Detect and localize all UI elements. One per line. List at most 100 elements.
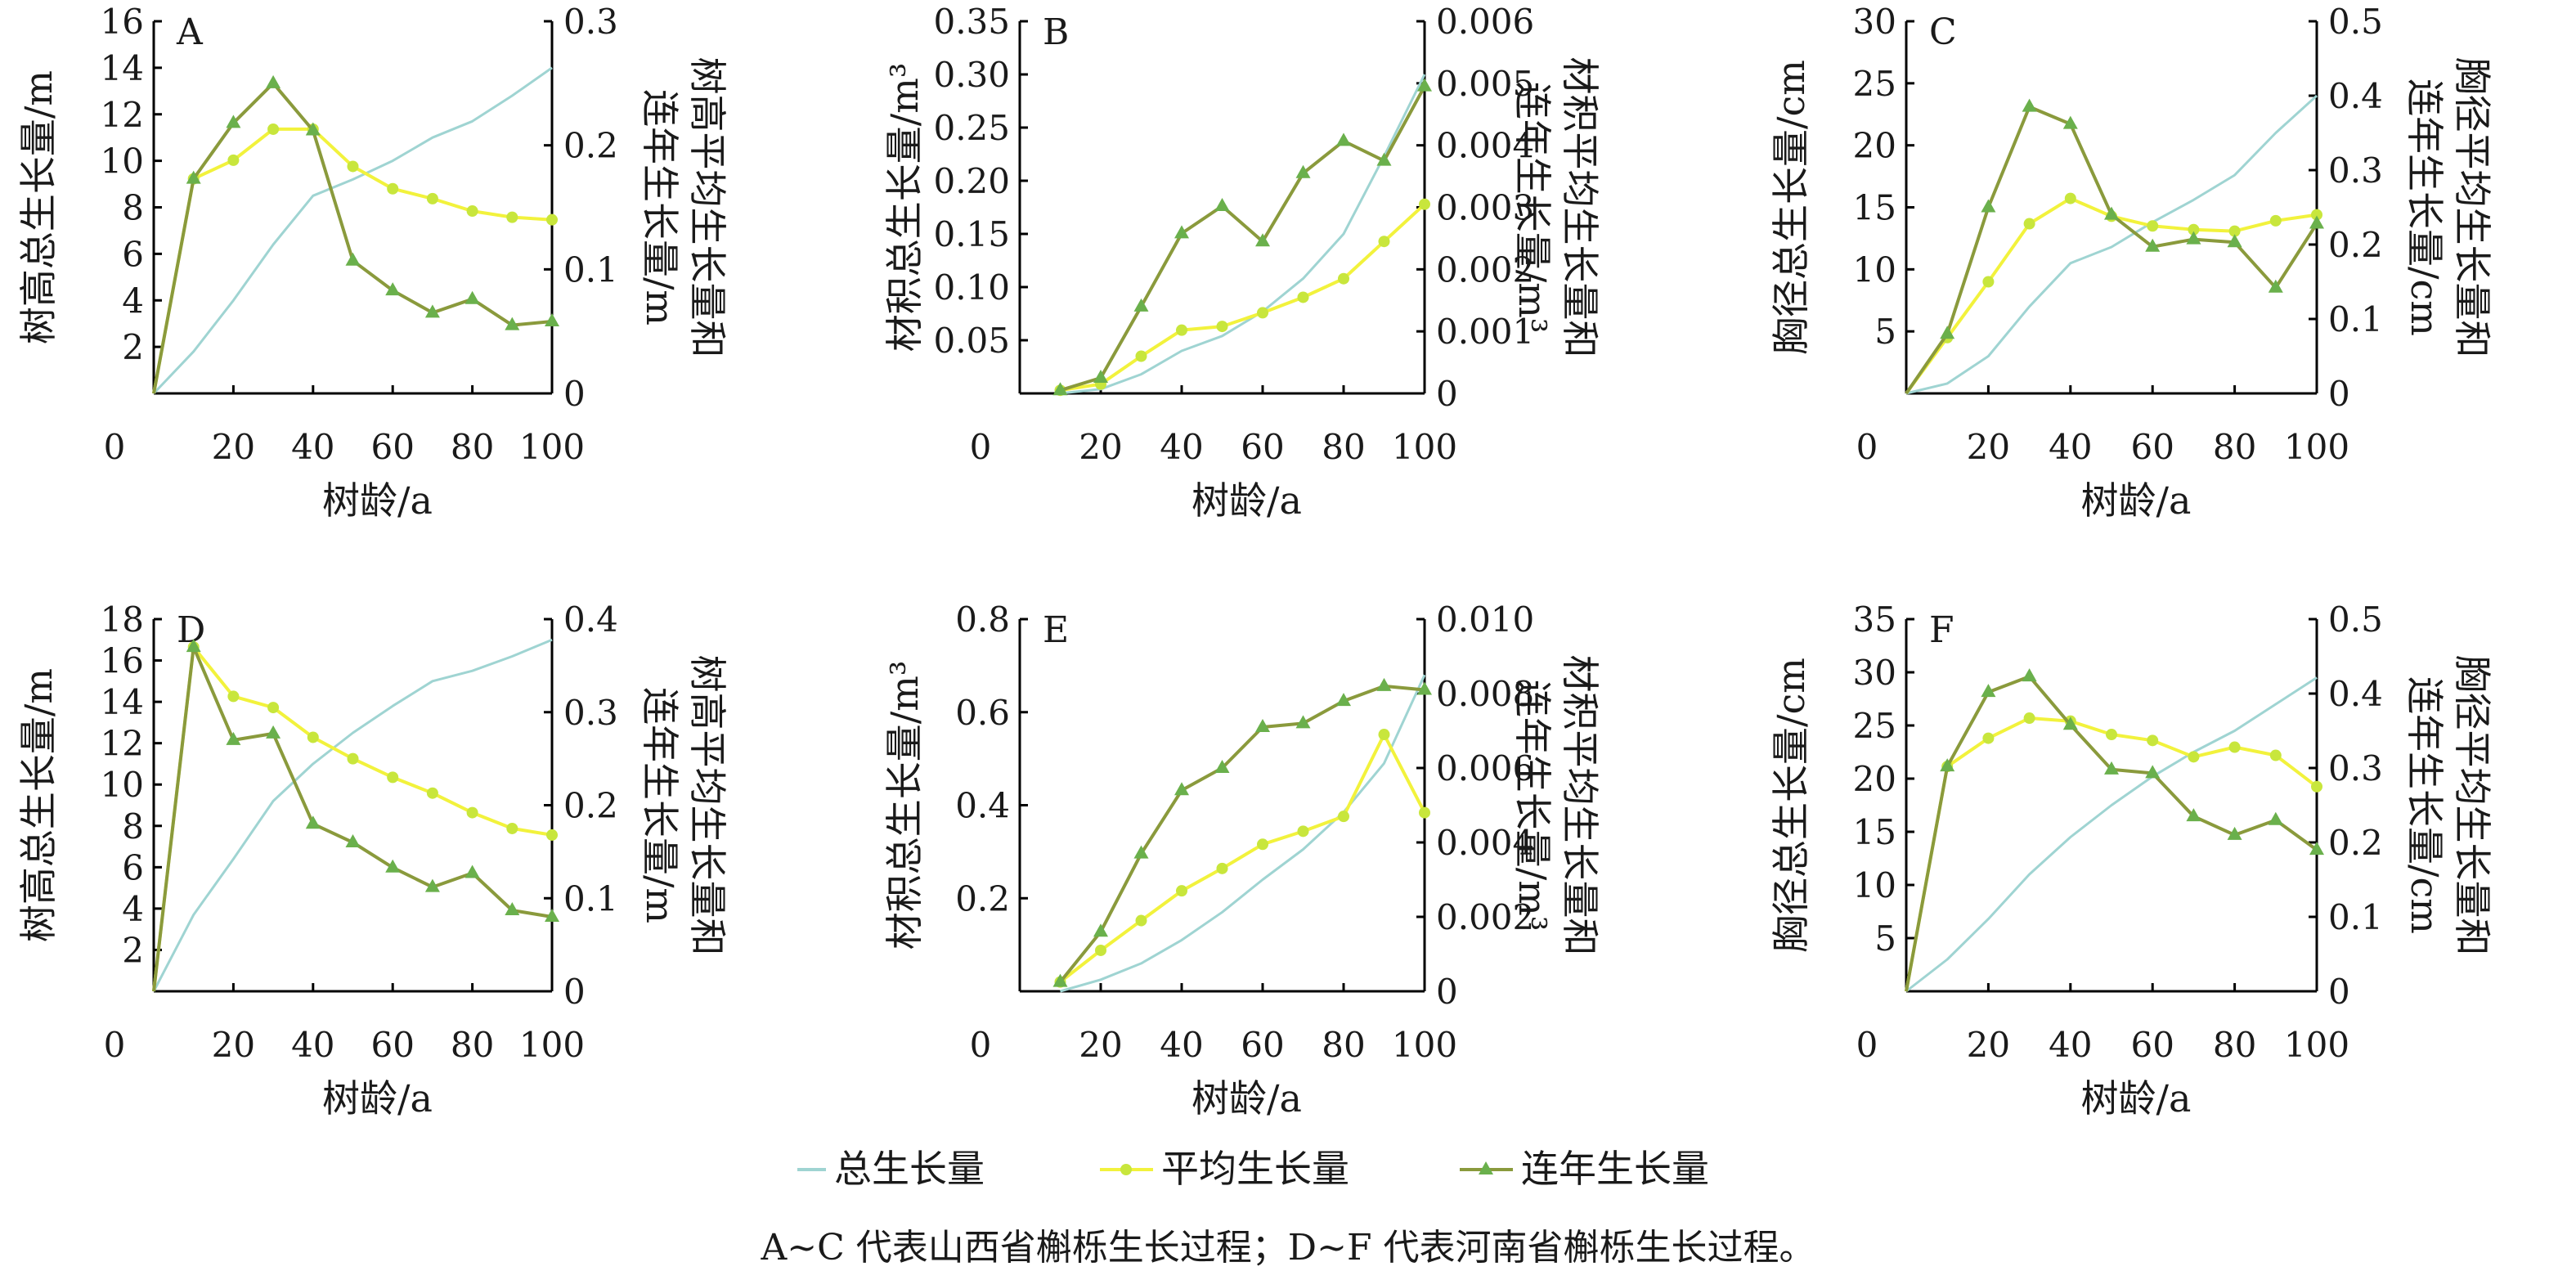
mean-point xyxy=(1419,806,1430,819)
mean-point xyxy=(1257,307,1268,319)
annual-point xyxy=(2022,668,2037,682)
mean-point xyxy=(466,205,478,218)
annual-point xyxy=(1295,715,1311,729)
annual-point xyxy=(464,290,480,304)
annual-point xyxy=(1417,78,1432,92)
annual-point xyxy=(2104,761,2119,775)
mean-point xyxy=(387,182,399,195)
annual-point xyxy=(186,170,201,184)
annual-point xyxy=(1093,370,1108,384)
annual-point xyxy=(1981,199,1996,213)
mean-point xyxy=(1982,276,1995,288)
x-tick-label: 60 xyxy=(1241,1025,1284,1065)
y-tick-label-left: 4 xyxy=(122,281,144,321)
series-total-line xyxy=(1905,94,2318,395)
y-tick-label-right: 0.003 xyxy=(1436,188,1534,228)
panel-letter: A xyxy=(176,11,204,53)
y-tick-label-left: 0.15 xyxy=(933,214,1010,254)
mean-point xyxy=(1297,291,1309,303)
mean-point xyxy=(1297,825,1309,838)
chart-panels: 0 20 40 60 80 10024681012141600.10.20.3A树龄/a树… xyxy=(16,2,2494,1121)
annual-point xyxy=(1940,758,1955,772)
y-tick-label-right: 0.2 xyxy=(563,786,618,826)
x-tick-label: 20 xyxy=(1079,1025,1122,1065)
mean-point xyxy=(1176,324,1187,336)
y-tick-label-left: 0.10 xyxy=(933,267,1010,308)
y-tick-label-right: 0.1 xyxy=(2328,897,2383,937)
mean-point xyxy=(1338,272,1349,285)
panel-letter: E xyxy=(1043,609,1069,651)
y-tick-label-left: 18 xyxy=(101,600,144,640)
y-axis-label-right-line: 连年生长量/m xyxy=(638,687,682,923)
y-tick-label-left: 10 xyxy=(101,141,144,182)
mean-point xyxy=(1257,838,1268,851)
series-total-line xyxy=(152,66,553,395)
y-tick-label-right: 0.010 xyxy=(1436,600,1534,640)
y-tick-label-right: 0.005 xyxy=(1436,64,1534,104)
x-tick-label: 40 xyxy=(1160,1025,1203,1065)
y-tick-label-right: 0.1 xyxy=(2328,299,2383,339)
annual-point xyxy=(545,313,559,327)
panel-letter: B xyxy=(1043,11,1069,53)
x-tick-label: 100 xyxy=(519,1025,585,1065)
x-tick-label: 40 xyxy=(2049,427,2092,467)
y-tick-label-right: 0.5 xyxy=(2328,2,2383,42)
series-annual-line xyxy=(1905,675,2318,992)
mean-point xyxy=(227,154,240,166)
y-axis-label-right: 材积平均生长量和连年生长量/m³ xyxy=(1510,655,1602,956)
annual-point xyxy=(1940,326,1955,339)
mean-point xyxy=(1176,885,1187,897)
y-axis-label-right-line: 树高平均生长量和 xyxy=(685,57,729,358)
mean-point xyxy=(2147,734,2159,747)
annual-point xyxy=(226,731,241,745)
y-tick-label-left: 20 xyxy=(1853,126,1896,166)
annual-point xyxy=(1133,298,1149,312)
x-tick-label: 80 xyxy=(451,427,494,467)
mean-point xyxy=(1378,729,1390,741)
y-axis-label-left: 树高总生长量/m xyxy=(16,70,61,344)
annual-point xyxy=(1981,684,1996,698)
annual-point xyxy=(2186,231,2201,245)
y-tick-label-left: 30 xyxy=(1853,2,1896,42)
mean-point xyxy=(2106,729,2117,741)
x-tick-label: 100 xyxy=(1392,427,1457,467)
legend-mean-label: 平均生长量 xyxy=(1161,1147,1349,1191)
x-tick-label: 20 xyxy=(1967,427,2010,467)
y-axis-label-left: 材积总生长量/m³ xyxy=(882,63,927,353)
x-tick-label: 40 xyxy=(1160,427,1203,467)
y-tick-label-right: 0.4 xyxy=(2328,76,2383,116)
annual-point xyxy=(1174,225,1189,239)
y-tick-label-right: 0.3 xyxy=(2328,150,2383,191)
annual-point xyxy=(385,859,401,873)
mean-point xyxy=(506,211,518,223)
y-axis-label-right-line: 连年生长量/m³ xyxy=(1510,680,1555,932)
x-tick-label: 60 xyxy=(2130,427,2174,467)
annual-point xyxy=(1052,382,1068,396)
y-tick-label-right: 0.006 xyxy=(1436,748,1534,788)
y-tick-label-left: 2 xyxy=(122,930,144,970)
mean-point xyxy=(2228,225,2241,237)
annual-point xyxy=(1376,152,1392,166)
figure-caption: A~C 代表山西省槲栎生长过程；D~F 代表河南省槲栎生长过程。 xyxy=(761,1227,1815,1269)
y-tick-label-left: 5 xyxy=(1874,918,1896,959)
annual-point xyxy=(505,317,520,330)
mean-point xyxy=(2188,751,2200,763)
y-tick-label-left: 0.20 xyxy=(933,161,1010,201)
x-axis-label: 树龄/a xyxy=(322,1076,433,1121)
x-tick-label: 0 xyxy=(1856,427,1878,467)
annual-point xyxy=(2268,811,2283,825)
y-tick-label-right: 0.2 xyxy=(563,126,618,166)
y-tick-label-left: 2 xyxy=(122,327,144,367)
y-tick-label-right: 0.1 xyxy=(563,878,618,918)
legend-annual-marker xyxy=(1479,1161,1493,1174)
x-tick-label: 40 xyxy=(2049,1025,2092,1065)
y-axis-label-right-line: 树高平均生长量和 xyxy=(685,655,729,956)
annual-point xyxy=(2062,716,2078,730)
x-tick-label: 80 xyxy=(2213,427,2256,467)
x-tick-label: 60 xyxy=(370,1025,414,1065)
panel-a: 0 20 40 60 80 100 2 4 6 8 10 12 14 16 0 0.1 0.2 0.3 A 树龄/a 树… xyxy=(16,2,729,523)
series-mean-line xyxy=(1059,733,1426,984)
series-mean-line xyxy=(152,645,553,992)
annual-point xyxy=(2145,238,2161,252)
